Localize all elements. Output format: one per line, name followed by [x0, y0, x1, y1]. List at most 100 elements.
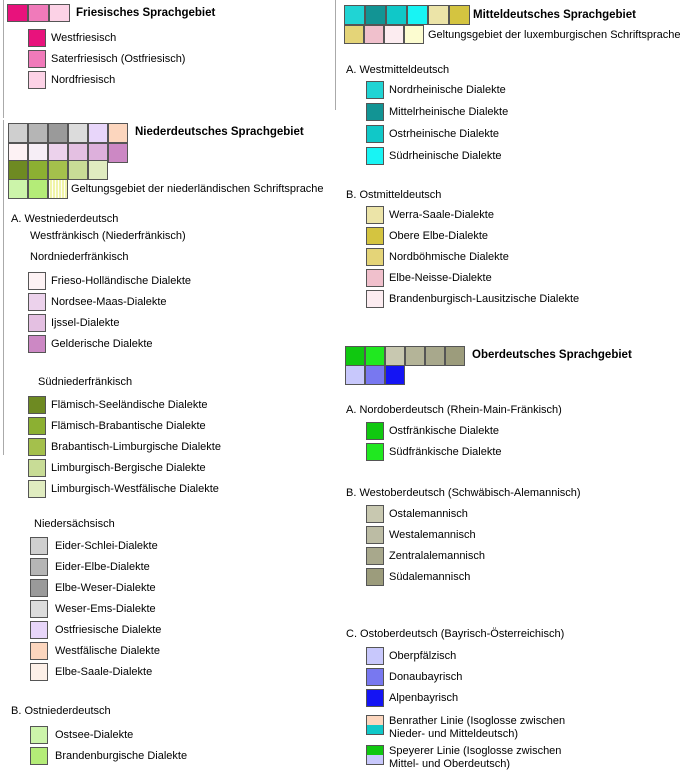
- westmitteldeutsch-item-swatch: [366, 125, 384, 143]
- westoberdeutsch-item-label: Südalemannisch: [389, 571, 471, 583]
- niedersaechsisch-item-label: Eider-Elbe-Dialekte: [55, 561, 150, 573]
- section-ostmitteldeutsch: B. Ostmitteldeutsch: [346, 189, 442, 201]
- friesisch-item-swatch: [28, 71, 46, 89]
- westoberdeutsch-item-label: Zentralalemannisch: [389, 550, 485, 562]
- westmitteldeutsch-item-swatch: [366, 103, 384, 121]
- niederlaendisch-schriftsprache-label: Geltungsgebiet der niederländischen Schr…: [71, 183, 324, 195]
- benrather-line-label-2: Nieder- und Mitteldeutsch): [389, 728, 519, 740]
- suedniederfraenkisch-item-label: Limburgisch-Bergische Dialekte: [51, 462, 206, 474]
- ostmitteldeutsch-item-label: Elbe-Neisse-Dialekte: [389, 272, 492, 284]
- ostmitteldeutsch-item-swatch: [366, 248, 384, 266]
- mitteldeutsch-header-row2-cell: [404, 25, 424, 44]
- benrather-line-swatch: [366, 715, 384, 735]
- niedersaechsisch-item-label: Westfälische Dialekte: [55, 645, 160, 657]
- speyerer-line-label-2: Mittel- und Oberdeutsch): [389, 758, 511, 770]
- ostmitteldeutsch-item-swatch: [366, 269, 384, 287]
- westmitteldeutsch-item-label: Nordrheinische Dialekte: [389, 84, 506, 96]
- benrather-line-label-1: Benrather Linie (Isoglosse zwischen: [389, 715, 566, 727]
- westoberdeutsch-item-swatch: [366, 505, 384, 523]
- niederdeutsch-header-row1-cell: [108, 123, 128, 143]
- niedersaechsisch-item-label: Weser-Ems-Dialekte: [55, 603, 156, 615]
- friesisch-header-cell: [49, 4, 70, 22]
- mitteldeutsch-header-row2-cell: [344, 25, 364, 44]
- section-westmitteldeutsch: A. Westmitteldeutsch: [346, 64, 450, 76]
- oberdeutsch-title: Oberdeutsches Sprachgebiet: [472, 349, 632, 361]
- niedersaechsisch-item-swatch: [30, 558, 48, 576]
- nordniederfraenkisch-item-label: Frieso-Holländische Dialekte: [51, 275, 192, 287]
- oberdeutsch-header-row1-cell: [365, 346, 385, 366]
- mitteldeutsch-header-row1-cell: [365, 5, 386, 25]
- ostniederdeutsch-item-label: Brandenburgische Dialekte: [55, 750, 188, 762]
- westoberdeutsch-item-label: Westalemannisch: [389, 529, 476, 541]
- ostmitteldeutsch-item-swatch: [366, 227, 384, 245]
- speyerer-line-swatch: [366, 745, 384, 765]
- niedersaechsisch-item-swatch: [30, 642, 48, 660]
- westoberdeutsch-item-swatch: [366, 547, 384, 565]
- niedersaechsisch-item-swatch: [30, 621, 48, 639]
- ostoberdeutsch-item-label: Alpenbayrisch: [389, 692, 459, 704]
- niederdeutsch-header-row4-cell: [28, 179, 48, 199]
- ostniederdeutsch-item-swatch: [30, 726, 48, 744]
- niederdeutsch-header-row3-cell: [68, 160, 88, 180]
- friesisch-title: Friesisches Sprachgebiet: [76, 7, 216, 19]
- oberdeutsch-header-row1-cell: [345, 346, 365, 366]
- nordniederfraenkisch-item-swatch: [28, 335, 46, 353]
- westoberdeutsch-item-swatch: [366, 568, 384, 586]
- oberdeutsch-header-row2-cell: [365, 365, 385, 385]
- ostmitteldeutsch-item-swatch: [366, 206, 384, 224]
- friesisch-header-cell: [7, 4, 28, 22]
- friesisch-header-cell: [28, 4, 49, 22]
- oberdeutsch-header-row2-cell: [385, 365, 405, 385]
- niederdeutsch-header-row3-cell: [28, 160, 48, 180]
- suedniederfraenkisch-item-label: Brabantisch-Limburgische Dialekte: [51, 441, 221, 453]
- speyerer-line-label-1: Speyerer Linie (Isoglosse zwischen: [389, 745, 562, 757]
- niederdeutsch-header-row2-cell: [108, 143, 128, 163]
- oberdeutsch-header-row1-cell: [425, 346, 445, 366]
- suedniederfraenkisch-item-label: Flämisch-Brabantische Dialekte: [51, 420, 206, 432]
- niederdeutsch-header-row4-cell: [8, 179, 28, 199]
- suedniederfraenkisch-item-label: Limburgisch-Westfälische Dialekte: [51, 483, 219, 495]
- westmitteldeutsch-item-label: Ostrheinische Dialekte: [389, 128, 500, 140]
- section-nordoberdeutsch: A. Nordoberdeutsch (Rhein-Main-Fränkisch…: [346, 404, 562, 416]
- niederdeutsch-header-row3-cell: [48, 160, 68, 180]
- ostoberdeutsch-item-label: Donaubayrisch: [389, 671, 463, 683]
- nordniederfraenkisch-item-swatch: [28, 293, 46, 311]
- oberdeutsch-header-row1-cell: [445, 346, 465, 366]
- niedersaechsisch-heading: Niedersächsisch: [34, 518, 115, 530]
- niederdeutsch-header-row1-cell: [8, 123, 28, 143]
- niedersaechsisch-item-label: Ostfriesische Dialekte: [55, 624, 162, 636]
- benrather-line-top-color: [367, 716, 383, 725]
- niedersaechsisch-item-label: Elbe-Weser-Dialekte: [55, 582, 156, 594]
- ostoberdeutsch-item-swatch: [366, 647, 384, 665]
- westmitteldeutsch-item-swatch: [366, 81, 384, 99]
- niederdeutsch-header-row1-cell: [68, 123, 88, 143]
- nordniederfraenkisch-item-swatch: [28, 314, 46, 332]
- westoberdeutsch-item-label: Ostalemannisch: [389, 508, 468, 520]
- oberdeutsch-header-row1-cell: [405, 346, 425, 366]
- nordniederfraenkisch-item-label: Ijssel-Dialekte: [51, 317, 120, 329]
- nordoberdeutsch-item-label: Ostfränkische Dialekte: [389, 425, 500, 437]
- mitteldeutsch-header-row1-cell: [386, 5, 407, 25]
- left-divider-top: [3, 0, 4, 118]
- nordniederfraenkisch-item-label: Nordsee-Maas-Dialekte: [51, 296, 167, 308]
- mitteldeutsch-header-row1-cell: [428, 5, 449, 25]
- nordoberdeutsch-item-label: Südfränkische Dialekte: [389, 446, 502, 458]
- nordniederfraenkisch-heading: Nordniederfränkisch: [30, 251, 129, 263]
- oberdeutsch-header-row1-cell: [385, 346, 405, 366]
- ostoberdeutsch-item-swatch: [366, 668, 384, 686]
- left-divider-middle: [3, 120, 4, 455]
- nordniederfraenkisch-item-label: Gelderische Dialekte: [51, 338, 153, 350]
- niederdeutsch-header-row1-cell: [28, 123, 48, 143]
- friesisch-item-swatch: [28, 29, 46, 47]
- ostmitteldeutsch-item-label: Nordböhmische Dialekte: [389, 251, 509, 263]
- ostmitteldeutsch-item-label: Brandenburgisch-Lausitzische Dialekte: [389, 293, 580, 305]
- ostmitteldeutsch-item-swatch: [366, 290, 384, 308]
- ostniederdeutsch-item-label: Ostsee-Dialekte: [55, 729, 134, 741]
- friesisch-item-label: Westfriesisch: [51, 32, 117, 44]
- niedersaechsisch-item-label: Eider-Schlei-Dialekte: [55, 540, 158, 552]
- niederdeutsch-header-row3-cell: [8, 160, 28, 180]
- niederdeutsch-header-row3-cell: [88, 160, 108, 180]
- niederdeutsch-header-row4-cell: [48, 179, 68, 199]
- mitteldeutsch-header-row2-cell: [364, 25, 384, 44]
- niedersaechsisch-item-swatch: [30, 579, 48, 597]
